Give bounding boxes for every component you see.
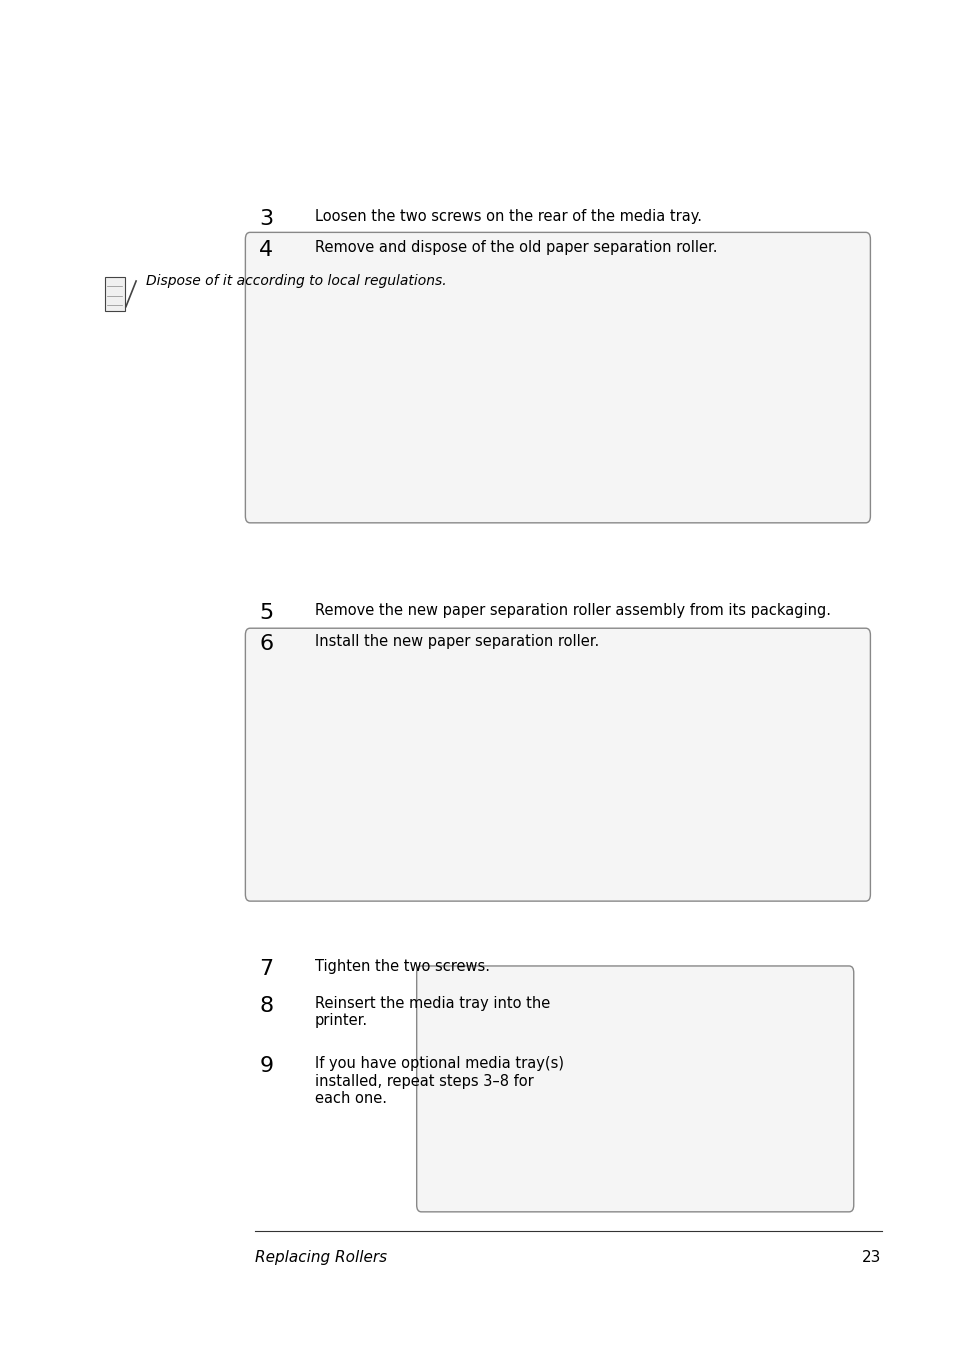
- Text: Tighten the two screws.: Tighten the two screws.: [314, 959, 489, 974]
- Text: 8: 8: [259, 996, 274, 1016]
- Text: Remove the new paper separation roller assembly from its packaging.: Remove the new paper separation roller a…: [314, 603, 830, 617]
- Text: 5: 5: [259, 603, 274, 623]
- FancyBboxPatch shape: [245, 232, 869, 523]
- Text: 4: 4: [259, 240, 274, 261]
- FancyBboxPatch shape: [245, 628, 869, 901]
- Text: Replacing Rollers: Replacing Rollers: [254, 1251, 386, 1266]
- Text: Remove and dispose of the old paper separation roller.: Remove and dispose of the old paper sepa…: [314, 240, 717, 255]
- FancyBboxPatch shape: [105, 277, 125, 311]
- Text: Dispose of it according to local regulations.: Dispose of it according to local regulat…: [146, 274, 446, 288]
- Text: Reinsert the media tray into the
printer.: Reinsert the media tray into the printer…: [314, 996, 550, 1028]
- Text: 23: 23: [862, 1251, 881, 1266]
- Text: If you have optional media tray(s)
installed, repeat steps 3–8 for
each one.: If you have optional media tray(s) insta…: [314, 1056, 563, 1106]
- Text: Install the new paper separation roller.: Install the new paper separation roller.: [314, 634, 598, 648]
- Text: 9: 9: [259, 1056, 274, 1077]
- Text: Loosen the two screws on the rear of the media tray.: Loosen the two screws on the rear of the…: [314, 209, 701, 224]
- Text: 7: 7: [259, 959, 274, 979]
- FancyBboxPatch shape: [416, 966, 853, 1212]
- Text: 6: 6: [259, 634, 274, 654]
- Text: 3: 3: [259, 209, 274, 230]
